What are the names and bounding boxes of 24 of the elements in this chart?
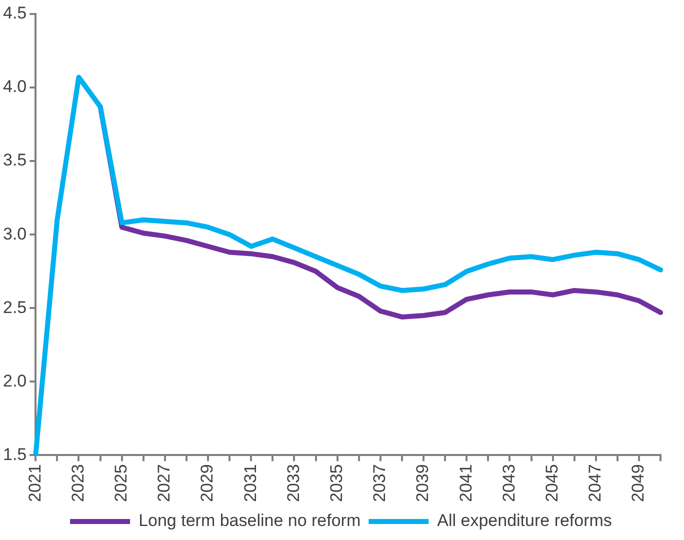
y-tick-label: 4.0 [2, 77, 27, 96]
x-tick-label: 2031 [240, 464, 260, 502]
x-tick-label: 2039 [413, 464, 432, 502]
x-tick-label: 2043 [499, 464, 518, 502]
x-tick-label: 2033 [284, 464, 303, 502]
y-tick-label: 1.5 [2, 444, 27, 464]
x-tick-label: 2021 [25, 464, 44, 502]
legend-label: Long term baseline no reform [138, 511, 361, 530]
y-tick-label: 2.5 [2, 298, 27, 317]
x-tick-label: 2029 [198, 464, 217, 502]
x-tick-label: 2027 [154, 464, 174, 502]
x-tick-label: 2045 [542, 464, 562, 502]
x-tick-label: 2025 [112, 464, 131, 502]
x-tick-label: 2049 [628, 464, 648, 502]
y-tick-label: 2.0 [2, 371, 27, 390]
x-tick-label: 2023 [68, 464, 88, 502]
x-tick-label: 2035 [327, 464, 346, 502]
legend-label: All expenditure reforms [437, 511, 612, 530]
y-tick-label: 3.5 [2, 150, 27, 170]
x-tick-label: 2037 [370, 464, 390, 502]
x-tick-label: 2047 [586, 464, 605, 502]
y-tick-label: 4.5 [2, 4, 27, 23]
y-tick-label: 3.0 [2, 224, 27, 244]
x-tick-label: 2041 [456, 464, 476, 502]
